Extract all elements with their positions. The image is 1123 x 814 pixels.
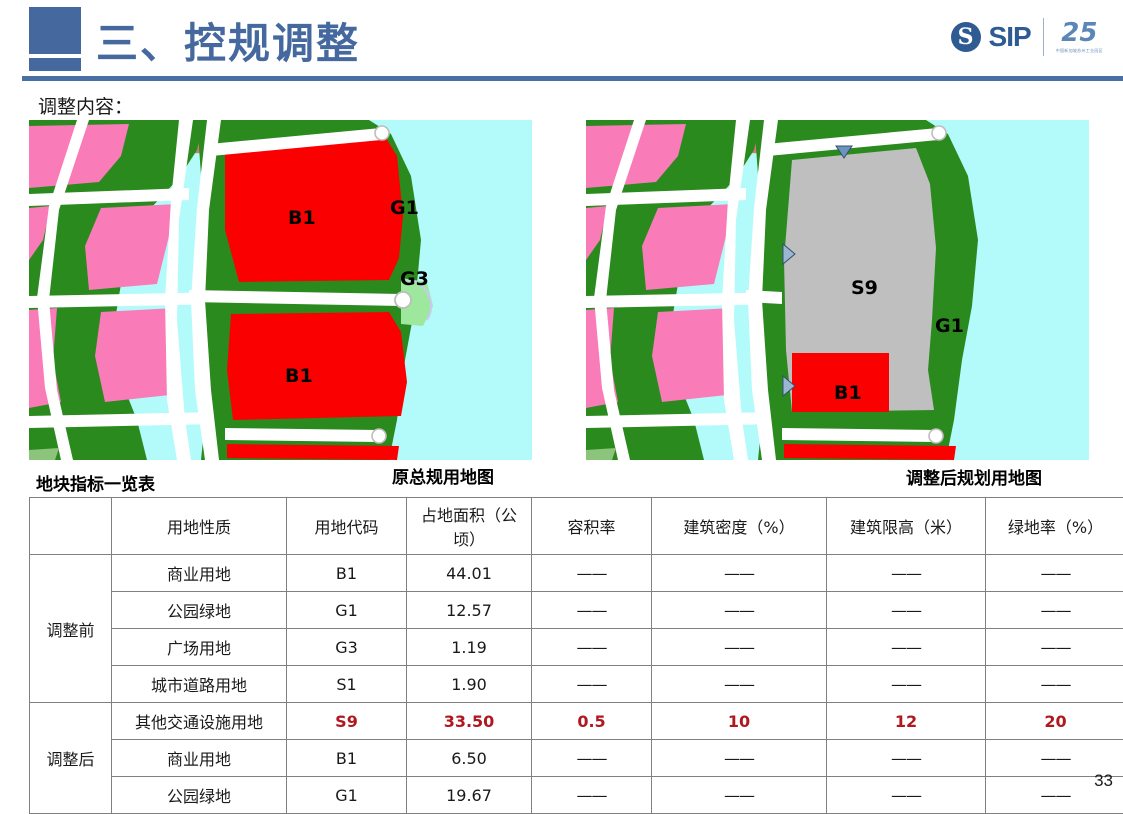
table-head: 用地性质 用地代码 占地面积（公顷） 容积率 建筑密度（%） 建筑限高（米） 绿…: [30, 498, 1123, 555]
sip-logo: S SIP 25 中国新加坡苏州工业园区: [951, 12, 1103, 62]
table-header-height: 建筑限高（米）: [827, 498, 986, 555]
table-cell-code: G3: [287, 629, 407, 666]
sip-s-mark-icon: S: [951, 22, 981, 52]
table-cell-far: ——: [532, 629, 652, 666]
table-cell-density: ——: [652, 740, 827, 777]
table-cell-height: ——: [827, 740, 986, 777]
map-adjusted-plan: [586, 120, 1089, 460]
table-cell-use: 广场用地: [112, 629, 287, 666]
table-cell-height: 12: [827, 703, 986, 740]
table-cell-density: ——: [652, 777, 827, 814]
table-cell-far: ——: [532, 777, 652, 814]
table-cell-far: ——: [532, 555, 652, 592]
table-cell-use: 商业用地: [112, 555, 287, 592]
map-caption-adjusted: 调整后规划用地图: [906, 464, 1042, 489]
table-cell-density: ——: [652, 629, 827, 666]
table-cell-area: 44.01: [407, 555, 532, 592]
table-cell-density: ——: [652, 592, 827, 629]
section-subtitle: 调整内容：: [38, 92, 133, 119]
table-group-label: 调整前: [30, 555, 112, 703]
table-header-green: 绿地率（%）: [986, 498, 1123, 555]
table-cell-use: 商业用地: [112, 740, 287, 777]
page-title: 三、控规调整: [96, 10, 360, 71]
table-cell-use: 公园绿地: [112, 592, 287, 629]
table-cell-green: 20: [986, 703, 1123, 740]
table-cell-code: G1: [287, 592, 407, 629]
slide-header: 三、控规调整 S SIP 25 中国新加坡苏州工业园区: [0, 0, 1123, 92]
page-number: 33: [1094, 771, 1113, 791]
table-cell-height: ——: [827, 666, 986, 703]
table-cell-code: B1: [287, 555, 407, 592]
table-cell-density: 10: [652, 703, 827, 740]
map-original-plan-graphic: [29, 120, 532, 460]
table-cell-green: ——: [986, 629, 1123, 666]
table-title: 地块指标一览表: [36, 470, 155, 495]
table-cell-height: ——: [827, 629, 986, 666]
map-original-plan: [29, 120, 532, 460]
table-cell-height: ——: [827, 777, 986, 814]
table-cell-density: ——: [652, 666, 827, 703]
table-cell-green: ——: [986, 666, 1123, 703]
table-cell-density: ——: [652, 555, 827, 592]
table-header-use: 用地性质: [112, 498, 287, 555]
table-header-area: 占地面积（公顷）: [407, 498, 532, 555]
table-cell-far: ——: [532, 740, 652, 777]
table-cell-area: 1.19: [407, 629, 532, 666]
header-divider: [22, 76, 1123, 81]
table-header-row: 用地性质 用地代码 占地面积（公顷） 容积率 建筑密度（%） 建筑限高（米） 绿…: [30, 498, 1123, 555]
indicator-table-wrapper: 用地性质 用地代码 占地面积（公顷） 容积率 建筑密度（%） 建筑限高（米） 绿…: [29, 497, 1091, 814]
logo-divider: [1043, 18, 1044, 56]
table-cell-use: 城市道路用地: [112, 666, 287, 703]
table-header-far: 容积率: [532, 498, 652, 555]
table-cell-green: ——: [986, 592, 1123, 629]
table-cell-far: 0.5: [532, 703, 652, 740]
anniversary-number: 25: [1061, 20, 1097, 46]
table-cell-code: S1: [287, 666, 407, 703]
header-accent-bar: [29, 58, 81, 71]
map-caption-original: 原总规用地图: [392, 463, 494, 488]
table-group-label: 调整后: [30, 703, 112, 814]
table-cell-height: ——: [827, 555, 986, 592]
sip-logo-text: SIP: [989, 21, 1031, 53]
table-cell-green: ——: [986, 555, 1123, 592]
table-cell-height: ——: [827, 592, 986, 629]
table-cell-area: 6.50: [407, 740, 532, 777]
table-cell-area: 1.90: [407, 666, 532, 703]
table-cell-use: 公园绿地: [112, 777, 287, 814]
map-adjusted-plan-graphic: [586, 120, 1089, 460]
table-cell-area: 33.50: [407, 703, 532, 740]
anniversary-subtitle: 中国新加坡苏州工业园区: [1056, 48, 1103, 54]
header-accent-square: [29, 7, 81, 54]
table-cell-use: 其他交通设施用地: [112, 703, 287, 740]
table-cell-code: S9: [287, 703, 407, 740]
table-cell-area: 19.67: [407, 777, 532, 814]
anniversary-mark: 25 中国新加坡苏州工业园区: [1056, 20, 1103, 54]
table-cell-far: ——: [532, 666, 652, 703]
table-cell-far: ——: [532, 592, 652, 629]
table-cell-code: G1: [287, 777, 407, 814]
table-cell-code: B1: [287, 740, 407, 777]
indicator-table: 用地性质 用地代码 占地面积（公顷） 容积率 建筑密度（%） 建筑限高（米） 绿…: [29, 497, 1123, 814]
table-cell-area: 12.57: [407, 592, 532, 629]
table-header-density: 建筑密度（%）: [652, 498, 827, 555]
table-header-code: 用地代码: [287, 498, 407, 555]
table-header-group: [30, 498, 112, 555]
